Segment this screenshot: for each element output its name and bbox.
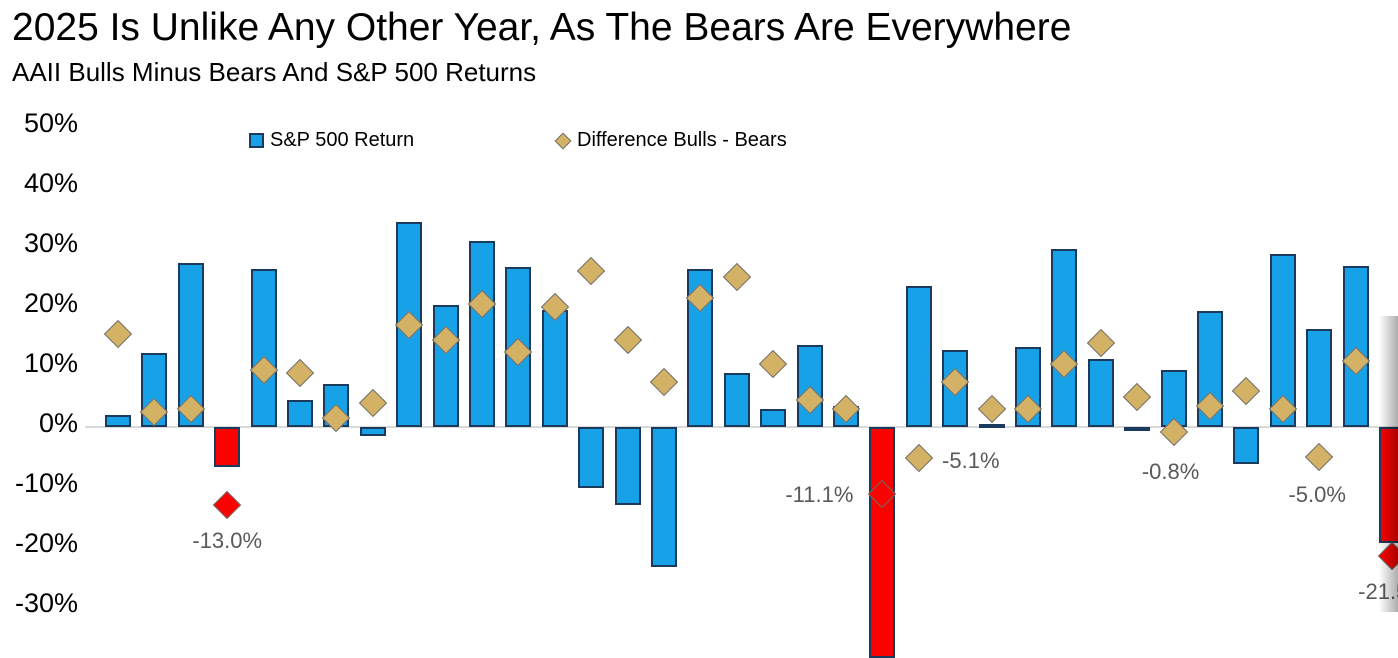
- sp500-bar: [978, 424, 1005, 428]
- y-axis-tick-label: -20%: [14, 528, 78, 558]
- sp500-bar: [869, 427, 896, 658]
- bulls-bears-diamond: [904, 443, 933, 472]
- sp500-bar: [1269, 253, 1296, 427]
- y-axis-tick-label: 10%: [23, 348, 78, 378]
- y-axis-tick-label: 50%: [23, 108, 78, 138]
- sp500-bar: [1342, 265, 1369, 427]
- sp500-bar: [1379, 427, 1398, 544]
- data-label: -21.5%: [1358, 579, 1398, 605]
- data-label: -13.0%: [192, 528, 263, 553]
- legend-label-diff: Difference Bulls - Bears: [577, 129, 787, 151]
- data-label: -5.0%: [1288, 482, 1346, 507]
- sp500-bar: [1306, 329, 1333, 427]
- sp500-bar: [905, 286, 932, 427]
- sp500-bar: [541, 310, 568, 427]
- bulls-bears-diamond: [649, 367, 679, 397]
- bulls-bears-diamond: [358, 388, 387, 418]
- chart-subtitle: AAII Bulls Minus Bears And S&P 500 Retur…: [12, 57, 537, 87]
- sp500-bar: [214, 427, 241, 467]
- y-axis-tick-label: 30%: [23, 228, 78, 258]
- y-axis-tick-label: -30%: [14, 588, 78, 618]
- diff-legend-diamond-icon: [553, 131, 573, 151]
- plot-area: 50% 40% 30% 20% 10% 0% -10% -20% -30% -13.0% -11.1…: [14, 108, 1398, 658]
- bulls-bears-diamond: [285, 358, 315, 388]
- sp500-legend-square-icon: [249, 133, 264, 148]
- bulls-bears-diamond: [103, 319, 133, 349]
- legend-item-sp500: S&P 500 Return: [249, 129, 414, 152]
- sp500-bar: [651, 427, 677, 568]
- legend: S&P 500 Return Difference Bulls - Bears: [0, 129, 1398, 157]
- sp500-bar: [1233, 427, 1260, 465]
- data-label: -11.1%: [785, 481, 854, 507]
- sp500-bar: [723, 373, 750, 427]
- bulls-bears-diamond: [1123, 382, 1152, 412]
- sp500-bar: [1160, 370, 1187, 427]
- x-axis-zero-line: [85, 426, 1398, 428]
- bulls-bears-diamond: [759, 349, 788, 379]
- bulls-bears-diamond: [577, 256, 606, 286]
- sp500-bar: [614, 427, 641, 505]
- y-axis-tick-label: 40%: [23, 168, 78, 198]
- bulls-bears-diamond: [1305, 442, 1334, 472]
- bulls-bears-diamond: [613, 325, 642, 355]
- bulls-bears-diamond: [977, 394, 1006, 424]
- sp500-bar: [287, 400, 313, 427]
- sp500-bar: [469, 241, 495, 427]
- sp500-bar: [105, 415, 131, 427]
- bulls-bears-diamond: [213, 490, 242, 520]
- legend-label-sp500: S&P 500 Return: [270, 129, 415, 151]
- sp500-bar: [578, 427, 605, 488]
- sp500-bar: [1124, 427, 1151, 432]
- data-label: -0.8%: [1141, 458, 1200, 484]
- sp500-bar: [1051, 249, 1078, 427]
- sp500-bar: [250, 269, 277, 427]
- legend-item-diff: Difference Bulls - Bears: [553, 129, 787, 152]
- y-axis-tick-label: 20%: [23, 288, 78, 318]
- chart-title: 2025 Is Unlike Any Other Year, As The Be…: [12, 6, 1072, 49]
- sp500-bar: [359, 427, 386, 436]
- y-axis-tick-label: -10%: [14, 468, 78, 498]
- bulls-bears-diamond: [1086, 328, 1115, 358]
- sp500-bar: [432, 305, 459, 427]
- y-axis-tick-label: 0%: [38, 408, 78, 438]
- bulls-bears-diamond: [1232, 376, 1261, 406]
- sp500-bar: [760, 409, 787, 427]
- bulls-bears-diamond: [722, 262, 751, 292]
- data-label: -5.1%: [942, 447, 1000, 473]
- right-edge-shadow: [1379, 316, 1398, 612]
- sp500-bar: [1087, 358, 1114, 427]
